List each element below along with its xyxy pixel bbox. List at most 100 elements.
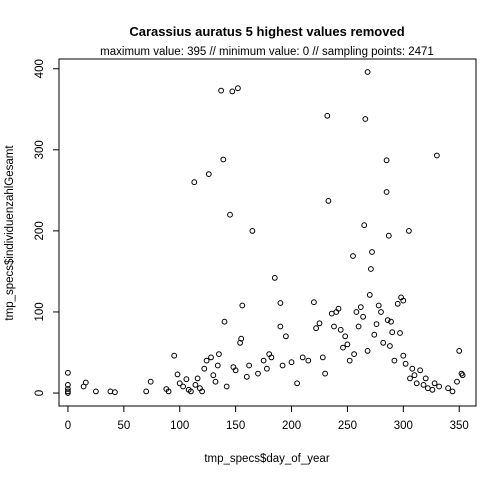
data-point-88 xyxy=(364,348,371,354)
y-tick-label-2: 200 xyxy=(34,221,46,240)
data-point-106 xyxy=(397,330,403,336)
data-point-47 xyxy=(246,362,253,369)
data-point-59 xyxy=(288,359,295,366)
data-point-38 xyxy=(227,211,233,218)
y-tick-label-0: 0 xyxy=(34,390,46,396)
data-point-0 xyxy=(65,369,71,376)
chart-title: Carassius auratus 5 highest values remov… xyxy=(129,24,404,39)
data-point-60 xyxy=(294,380,301,387)
y-tick-label-1: 100 xyxy=(34,302,46,321)
data-point-39 xyxy=(229,88,236,95)
data-point-13 xyxy=(165,388,172,395)
x-tick-label-0: 0 xyxy=(65,420,71,432)
data-point-105 xyxy=(394,300,401,307)
data-point-34 xyxy=(218,87,225,94)
data-point-114 xyxy=(411,372,418,379)
data-point-90 xyxy=(368,266,374,272)
data-point-48 xyxy=(249,228,256,234)
data-point-100 xyxy=(385,232,392,239)
data-point-76 xyxy=(342,333,349,340)
data-point-65 xyxy=(316,320,323,327)
data-point-75 xyxy=(340,344,346,351)
data-point-15 xyxy=(174,371,181,378)
data-point-11 xyxy=(147,378,154,385)
data-point-104 xyxy=(391,357,398,364)
y-tick-label-3: 300 xyxy=(34,140,46,159)
x-tick-label-6: 300 xyxy=(394,420,413,432)
x-tick-label-7: 350 xyxy=(450,420,469,432)
data-point-96 xyxy=(380,339,387,346)
data-point-99 xyxy=(384,317,391,324)
data-point-57 xyxy=(279,362,286,369)
data-point-1 xyxy=(65,382,71,388)
data-points xyxy=(65,69,466,396)
data-point-74 xyxy=(337,326,344,333)
data-point-51 xyxy=(264,365,270,372)
x-tick-label-5: 250 xyxy=(338,420,357,432)
data-point-124 xyxy=(445,385,452,392)
data-point-62 xyxy=(305,357,312,364)
data-point-118 xyxy=(422,375,429,382)
data-point-67 xyxy=(322,370,329,377)
data-point-58 xyxy=(283,333,289,340)
data-point-115 xyxy=(413,380,420,387)
data-point-42 xyxy=(235,85,241,92)
data-point-125 xyxy=(449,388,456,395)
data-point-95 xyxy=(378,309,384,315)
data-point-6 xyxy=(82,379,89,386)
x-tick-label-3: 150 xyxy=(226,420,245,432)
data-point-27 xyxy=(203,357,210,364)
data-point-66 xyxy=(319,354,326,361)
data-point-117 xyxy=(420,382,427,388)
data-point-85 xyxy=(361,222,368,229)
data-point-82 xyxy=(355,323,362,330)
data-point-69 xyxy=(325,198,332,204)
data-point-116 xyxy=(417,367,424,374)
data-point-63 xyxy=(311,299,317,306)
y-axis: 0 100 200 300 400 xyxy=(34,59,60,396)
data-point-109 xyxy=(400,352,407,359)
plot-frame xyxy=(58,58,477,407)
data-point-102 xyxy=(388,318,394,325)
data-point-41 xyxy=(232,367,239,374)
data-point-25 xyxy=(199,388,206,395)
data-point-81 xyxy=(353,309,360,315)
data-point-33 xyxy=(216,351,222,358)
data-point-92 xyxy=(371,331,378,338)
data-point-83 xyxy=(357,304,364,311)
data-point-50 xyxy=(260,357,267,364)
data-point-32 xyxy=(214,362,221,369)
data-point-8 xyxy=(107,388,114,395)
data-point-64 xyxy=(313,325,320,332)
data-point-18 xyxy=(183,376,190,383)
data-point-35 xyxy=(220,156,227,163)
data-point-113 xyxy=(409,365,416,372)
data-point-9 xyxy=(112,389,118,396)
data-point-98 xyxy=(383,189,390,195)
data-point-129 xyxy=(459,372,466,379)
data-point-86 xyxy=(362,116,369,122)
data-point-28 xyxy=(205,171,212,178)
data-point-23 xyxy=(194,375,201,382)
data-point-36 xyxy=(221,318,228,325)
data-point-2 xyxy=(65,386,71,392)
data-point-68 xyxy=(324,112,331,119)
data-point-31 xyxy=(212,378,219,385)
x-tick-label-4: 200 xyxy=(282,420,301,432)
chart-subtitle: maximum value: 395 // minimum value: 0 /… xyxy=(100,46,434,58)
y-axis-label: tmp_specs$individuenzahlGesamt xyxy=(4,145,16,321)
data-point-87 xyxy=(364,69,371,75)
x-axis-label: tmp_specs$day_of_year xyxy=(204,453,329,465)
data-point-10 xyxy=(143,388,150,395)
data-point-93 xyxy=(373,321,380,328)
data-point-20 xyxy=(188,388,194,395)
data-point-7 xyxy=(93,388,99,395)
data-point-16 xyxy=(176,380,183,387)
data-point-26 xyxy=(201,365,208,372)
x-tick-label-1: 50 xyxy=(117,420,130,432)
data-point-71 xyxy=(331,323,337,330)
data-point-46 xyxy=(243,373,250,380)
data-point-127 xyxy=(456,348,463,354)
data-point-123 xyxy=(436,383,443,390)
